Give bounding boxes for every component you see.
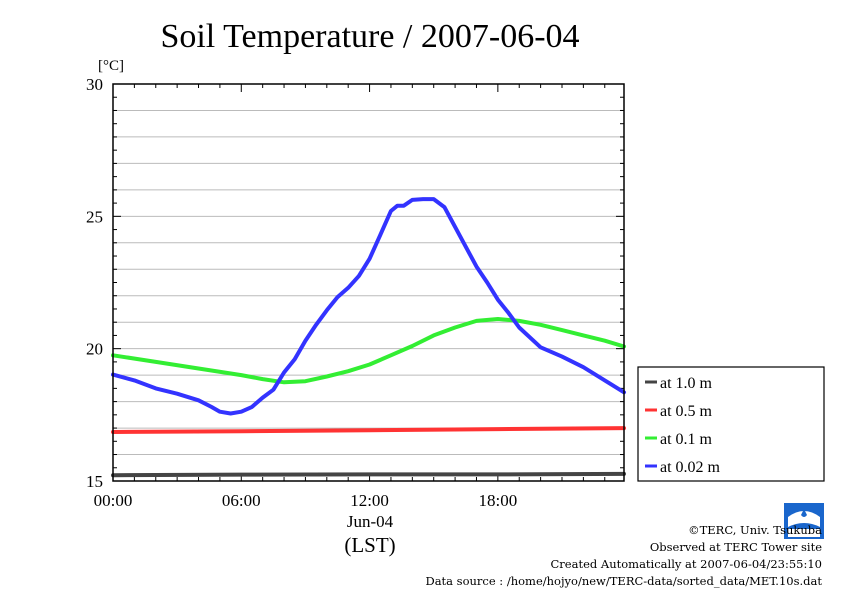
series-line-1 <box>111 471 626 478</box>
series-line-2 <box>111 426 626 434</box>
series-line-3 <box>111 317 626 385</box>
x-tick-label: 18:00 <box>478 491 517 510</box>
terc-logo <box>784 503 824 539</box>
x-axis-unit-label: (LST) <box>344 533 395 557</box>
chart-title: Soil Temperature / 2007-06-04 <box>160 18 579 55</box>
legend-label: at 0.5 m <box>660 403 713 420</box>
series-line-4 <box>111 197 626 416</box>
y-axis-label: [°C] <box>98 58 124 74</box>
x-tick-label: 06:00 <box>222 491 261 510</box>
x-axis-label: Jun-04 <box>347 512 394 531</box>
legend-label: at 0.02 m <box>660 459 721 476</box>
footer: ©TERC, Univ. Tsukuba Observed at TERC To… <box>425 522 822 590</box>
plot-frame <box>112 83 625 482</box>
credit-text: ©TERC, Univ. Tsukuba <box>688 523 822 537</box>
legend-label: at 0.1 m <box>660 431 713 448</box>
x-tick-label: 00:00 <box>94 491 133 510</box>
legend: at 1.0 m at 0.5 m at 0.1 m at 0.02 m <box>637 366 825 482</box>
y-tick-label: 20 <box>86 340 103 359</box>
created-text: Created Automatically at 2007-06-04/23:5… <box>550 557 823 571</box>
source-text: Data source : /home/hojyo/new/TERC-data/… <box>425 574 822 588</box>
y-tick-label: 25 <box>86 207 103 226</box>
y-tick-label: 15 <box>86 472 103 491</box>
x-tick-label: 12:00 <box>350 491 389 510</box>
legend-box <box>637 366 825 482</box>
legend-label: at 1.0 m <box>660 375 713 392</box>
y-tick-label: 30 <box>86 75 103 94</box>
site-text: Observed at TERC Tower site <box>649 540 822 554</box>
